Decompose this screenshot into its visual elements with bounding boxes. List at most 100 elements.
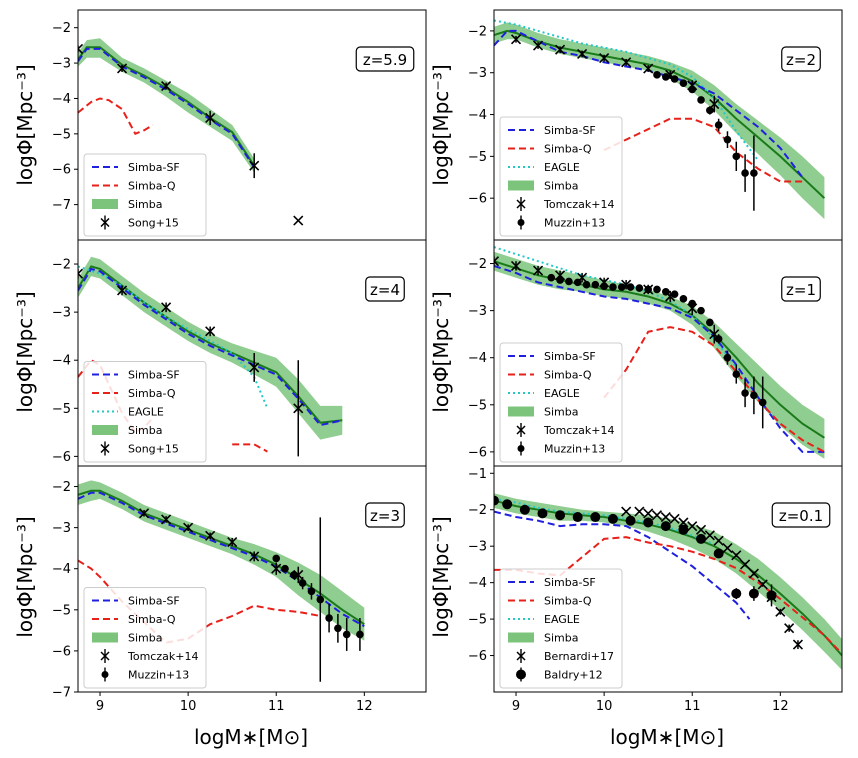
muzzin13-point [670,290,679,298]
tomczak14-point [183,522,194,533]
legend-swatch [508,632,534,643]
muzzin13-point [661,287,670,296]
bernardi17-point [757,579,768,590]
x-tick-label: 12 [356,699,373,714]
panel-z=5.9: −2 −3 −4 −5 −6 −7 z=5.9 Simba-SF Simba-Q Simba Son… [52,9,427,241]
y-tick-label: −2 [468,257,487,272]
x-tick-label: 11 [684,699,701,714]
plot-area [78,38,304,226]
muzzin13-point [661,73,670,81]
muzzin13-point [547,273,556,282]
redshift-box [365,502,405,528]
y-tick-label: −3 [52,521,71,536]
panel-z=1: −2 −3 −4 −5 −6 z=1 Simba-SF Simba-Q EAGLE Simba To… [468,239,843,467]
legend: Simba-SF Simba-Q EAGLE Simba Tomczak+14 Muzzi… [499,116,623,237]
redshift-label: z=1 [786,281,816,299]
legend-label: Simba-SF [128,595,180,608]
muzzin13-point [697,96,705,104]
y-tick-label: −2 [52,21,71,36]
plot-area [494,493,842,671]
tomczak14-point [577,48,588,59]
plot-area [494,246,825,459]
legend-label: Tomczak+14 [543,424,614,437]
legend-item: EAGLE [92,406,164,419]
baldry12-point [494,495,499,506]
tomczak14-point [494,256,500,267]
y-tick-label: −6 [52,163,71,178]
legend-item: Simba-Q [92,387,176,400]
legend-label: Simba-SF [544,576,596,589]
legend-item: Simba [92,632,162,645]
eagle-line [494,246,738,368]
legend-label: Simba [128,198,162,211]
muzzin13-point [281,564,289,573]
panel-z=4: −2 −3 −4 −5 −6 z=4 Simba-SF Simba-Q EAGLE Simba So… [52,239,427,467]
y-tick-label: −3 [52,306,71,321]
muzzin13-point [688,85,697,94]
muzzin13-point [679,79,688,87]
muzzin13-point [714,118,723,132]
y-tick-label: −4 [52,92,71,107]
y-tick-label: −7 [52,198,71,213]
legend-label: Simba-SF [544,124,596,137]
tomczak14-point [139,508,150,519]
axes-frame [77,465,427,693]
legend-swatch [92,199,118,209]
bernardi17-point [748,568,759,579]
legend-item: Simba [508,180,578,193]
song15-point [78,268,84,279]
bernardi17-point [634,506,645,517]
redshift-label: z=2 [786,51,816,69]
tomczak14-point [555,44,566,55]
legend-label: Tomczak+14 [127,650,198,663]
muzzin13-point [617,283,626,291]
y-tick-label: −4 [468,108,487,123]
legend-item: Simba-Q [92,613,176,626]
tomczak14-point [643,63,654,74]
y-tick-label: −6 [468,445,487,460]
y-tick-label: −7 [52,686,71,701]
redshift-box [771,502,831,528]
muzzin13-point [573,278,582,287]
bernardi17-point [651,510,663,521]
legend-label: Simba-Q [544,595,592,608]
ylabel-right-row-3: logΦ[Mpc⁻³] [429,516,453,637]
legend: Simba-SF Simba-Q EAGLE Simba Song+15 [83,361,207,463]
muzzin13-point [290,570,298,579]
legend-label: EAGLE [544,613,580,626]
y-tick-label: −4 [468,351,487,366]
legend-item: Baldry+12 [516,667,603,682]
muzzin13-point [626,283,635,291]
legend-item: Tomczak+14 [516,197,614,211]
simba-line [78,46,256,167]
muzzin13-point [750,135,758,211]
baldry12-point [660,521,671,532]
y-tick-label: −6 [52,644,71,659]
song15-point [116,285,128,296]
baldry12-point [537,508,548,519]
bernardi17-point [660,511,671,523]
song15-point [293,360,304,457]
muzzin13-point [688,299,697,308]
simba-sf-line [78,267,343,427]
legend-swatch [508,406,534,417]
simba-q-line-tail [232,443,268,453]
song15-point [205,326,216,337]
muzzin13-point [723,131,732,148]
x-tick-label: 12 [772,699,789,714]
legend-item: Simba [92,424,162,437]
legend-label: Bernardi+17 [544,650,614,663]
legend-label: Simba-SF [128,369,180,382]
y-tick-label: −3 [52,57,71,72]
redshift-label: z=4 [370,281,400,299]
legend-label: Muzzin+13 [544,443,605,456]
muzzin13-point [342,618,351,651]
baldry12-point [731,588,742,600]
baldry12-point [607,513,618,524]
muzzin13-point [565,277,573,286]
xlabel-left: logM∗[M⊙] [194,725,308,749]
legend-item: Song+15 [100,441,179,456]
legend: Simba-SF Simba-Q EAGLE Simba Bernardi+17 Bald… [499,568,623,689]
muzzin13-point [298,576,307,590]
